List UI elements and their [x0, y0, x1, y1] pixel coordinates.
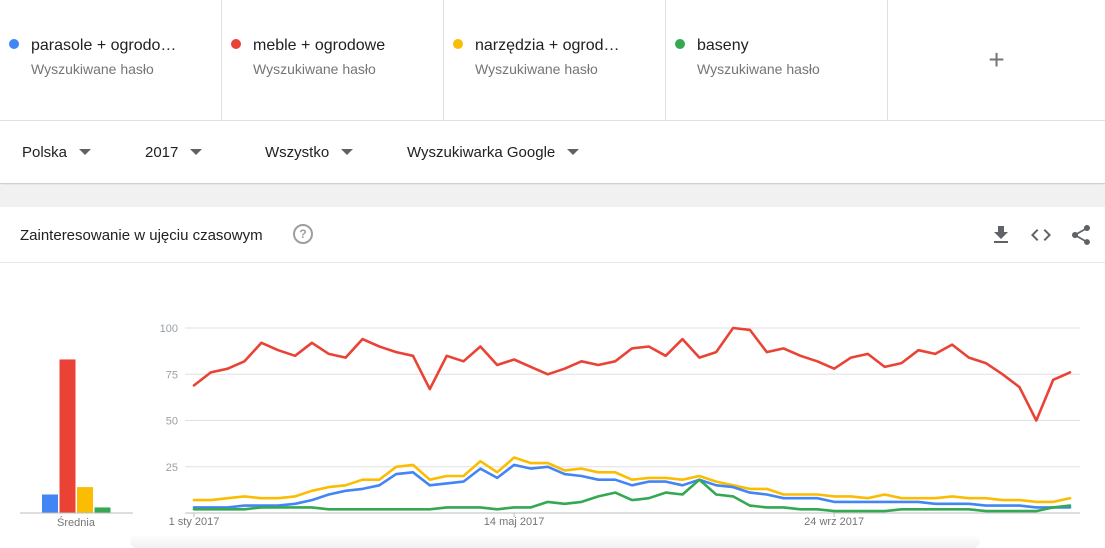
period-value: 2017	[145, 143, 179, 161]
term-card-3[interactable]: narzędzia + ogrod… Wyszukiwane hasło	[444, 0, 666, 120]
term-type: Wyszukiwane hasło	[253, 61, 376, 77]
scroll-shadow	[130, 534, 980, 548]
term-card-4[interactable]: baseny Wyszukiwane hasło	[666, 0, 888, 120]
filters-bar: Polska 2017 Wszystko Wyszukiwarka Google	[0, 120, 1105, 184]
term-card-1[interactable]: parasole + ogrodo… Wyszukiwane hasło	[0, 0, 222, 120]
term-label: narzędzia + ogrod…	[475, 37, 620, 54]
search-terms-bar: parasole + ogrodo… Wyszukiwane hasło meb…	[0, 0, 1105, 120]
card-title: Zainteresowanie w ujęciu czasowym	[20, 227, 263, 244]
term-color-dot	[231, 39, 241, 49]
term-card-2[interactable]: meble + ogrodowe Wyszukiwane hasło	[222, 0, 444, 120]
source-dropdown[interactable]: Wyszukiwarka Google	[407, 121, 580, 183]
period-dropdown[interactable]: 2017	[145, 121, 203, 183]
term-label: baseny	[697, 37, 749, 54]
dropdown-caret-icon	[567, 149, 580, 155]
dropdown-caret-icon	[190, 149, 203, 155]
dropdown-caret-icon	[341, 149, 354, 155]
term-type: Wyszukiwane hasło	[31, 61, 154, 77]
term-color-dot	[453, 39, 463, 49]
source-value: Wyszukiwarka Google	[407, 143, 556, 161]
term-type: Wyszukiwane hasło	[697, 61, 820, 77]
term-color-dot	[675, 39, 685, 49]
embed-icon[interactable]	[1029, 223, 1053, 247]
download-icon[interactable]	[989, 223, 1013, 247]
category-value: Wszystko	[265, 143, 330, 161]
region-value: Polska	[22, 143, 68, 161]
term-color-dot	[9, 39, 19, 49]
category-dropdown[interactable]: Wszystko	[265, 121, 354, 183]
section-gap	[0, 185, 1105, 207]
dropdown-caret-icon	[79, 149, 92, 155]
interest-over-time-card: Zainteresowanie w ujęciu czasowym ?	[0, 207, 1105, 548]
term-label: parasole + ogrodo…	[31, 37, 177, 54]
region-dropdown[interactable]: Polska	[22, 121, 92, 183]
share-icon[interactable]	[1069, 223, 1093, 247]
help-icon[interactable]: ?	[293, 224, 313, 244]
term-label: meble + ogrodowe	[253, 37, 386, 54]
add-term-button[interactable]: +	[888, 0, 1105, 120]
card-header: Zainteresowanie w ujęciu czasowym ?	[0, 207, 1105, 263]
term-type: Wyszukiwane hasło	[475, 61, 598, 77]
plus-icon: +	[988, 44, 1005, 75]
